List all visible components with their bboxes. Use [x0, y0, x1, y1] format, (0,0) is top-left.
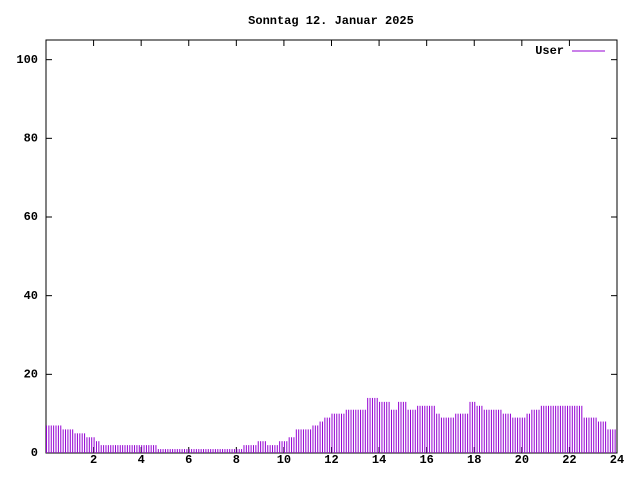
x-tick-label: 22: [562, 453, 576, 467]
x-tick-label: 12: [324, 453, 338, 467]
y-tick-label: 100: [16, 53, 38, 67]
x-tick-label: 8: [233, 453, 240, 467]
plot-frame: [45, 39, 618, 454]
y-tick-label: 20: [24, 368, 38, 382]
y-tick-label: 0: [31, 446, 38, 460]
x-tick-label: 16: [419, 453, 433, 467]
chart-title: Sonntag 12. Januar 2025: [248, 14, 414, 28]
y-tick-label: 80: [24, 132, 38, 146]
x-tick-label: 20: [515, 453, 529, 467]
x-tick-label: 6: [185, 453, 192, 467]
x-tick-label: 24: [610, 453, 624, 467]
x-tick-label: 18: [467, 453, 481, 467]
x-tick-label: 2: [90, 453, 97, 467]
x-tick-label: 4: [138, 453, 145, 467]
x-tick-label: 14: [372, 453, 386, 467]
x-tick-label: 10: [277, 453, 291, 467]
y-tick-label: 40: [24, 289, 38, 303]
y-tick-label: 60: [24, 210, 38, 224]
legend-label: User: [535, 44, 564, 58]
